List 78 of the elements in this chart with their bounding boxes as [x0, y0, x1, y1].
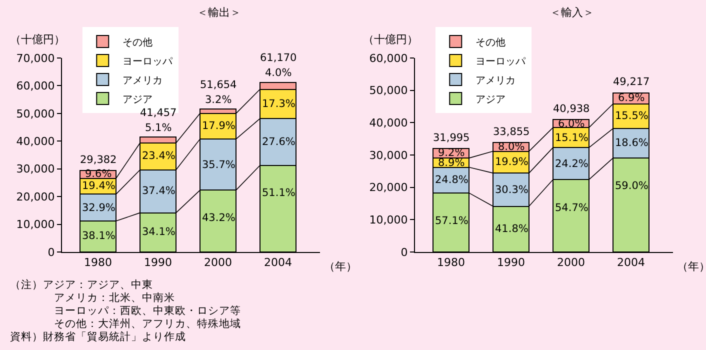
annotation: 19.9% [495, 156, 528, 168]
annotation: 23.4% [142, 150, 176, 162]
text: アメリカ：北米、中南米 [53, 292, 176, 305]
annotation: 30.3% [495, 184, 528, 196]
y-axis-title: （十億円） [10, 33, 65, 46]
y-axis-title: （十億円） [363, 33, 418, 46]
y-tick-label: 60,000 [16, 80, 55, 93]
annotation: 32.9% [82, 202, 116, 214]
total-label: 41,457 [140, 107, 177, 119]
y-tick-label: 0 [400, 246, 408, 259]
annotation: 24.8% [435, 174, 468, 186]
annotation: 18.6% [615, 137, 648, 149]
annotation: 59.0% [615, 180, 648, 192]
annotation: 57.1% [435, 215, 468, 227]
chart-title: ＜輸入＞ [550, 6, 594, 20]
y-tick-label: 70,000 [16, 52, 55, 65]
x-tick-label: 2004 [264, 256, 292, 270]
annotation: 24.2% [555, 158, 588, 170]
total-label: 29,382 [80, 154, 117, 166]
x-tick-label: 1980 [437, 256, 465, 270]
annotation: 15.1% [555, 132, 588, 144]
text: その他：大洋州、アフリカ、特殊地域 [53, 318, 241, 331]
y-tick-label: 50,000 [16, 107, 55, 120]
annotation: 43.2% [202, 212, 236, 224]
y-tick-label: 20,000 [369, 181, 408, 194]
x-tick-label: 1990 [144, 256, 172, 270]
text: 資料）財務省「貿易統計」より作成 [10, 331, 187, 344]
x-axis-title: （年） [324, 260, 357, 273]
x-tick-label: 2000 [204, 256, 232, 270]
y-tick-label: 40,000 [16, 134, 55, 148]
annotation: 17.3% [262, 98, 296, 110]
total-label: 61,170 [260, 52, 297, 64]
y-tick-label: 30,000 [369, 148, 408, 162]
y-tick-label: 60,000 [369, 52, 408, 65]
annotation: 17.9% [202, 120, 236, 132]
x-tick-label: 2004 [617, 256, 645, 270]
annotation: 41.8% [495, 223, 528, 235]
total-label: 33,855 [493, 126, 530, 138]
y-tick-label: 10,000 [369, 214, 408, 227]
total-label: 40,938 [553, 103, 590, 115]
annotation: 19.4% [82, 180, 116, 192]
legend-label: アメリカ [122, 75, 163, 86]
annotation: 35.7% [202, 159, 236, 171]
annotation: 37.4% [142, 185, 176, 197]
x-tick-label: 2000 [557, 256, 585, 270]
annotation: 5.1% [145, 122, 172, 134]
y-tick-label: 40,000 [369, 116, 408, 130]
legend-label: アメリカ [476, 75, 516, 86]
total-label: 31,995 [433, 132, 470, 144]
legend-label: ヨーロッパ [476, 56, 527, 68]
y-tick-label: 20,000 [16, 190, 55, 204]
legend-label: アジア [122, 94, 153, 106]
annotation: 15.5% [615, 110, 648, 122]
total-label: 49,217 [613, 76, 650, 88]
x-tick-label: 1990 [497, 256, 525, 270]
annotation: 51.1% [262, 187, 296, 199]
legend-label: その他 [122, 36, 153, 48]
annotation: 34.1% [142, 226, 176, 238]
annotation: 6.9% [618, 92, 645, 104]
y-tick-label: 30,000 [16, 162, 55, 176]
legend-label: アジア [476, 94, 506, 106]
annotation: 4.0% [265, 67, 292, 79]
y-tick-label: 10,000 [16, 218, 55, 232]
y-tick-label: 50,000 [369, 84, 408, 98]
text: （注）アジア：アジア、中東 [10, 279, 154, 292]
annotation: 38.1% [82, 230, 116, 242]
annotation: 8.9% [438, 157, 465, 169]
annotation: 54.7% [555, 202, 588, 214]
text: ヨーロッパ：西欧、中東欧・ロシア等 [53, 305, 241, 318]
x-tick-label: 1980 [84, 256, 112, 270]
legend-label: ヨーロッパ [122, 56, 174, 68]
y-tick-label: 0 [48, 246, 55, 259]
annotation: 27.6% [262, 136, 296, 148]
chart-title: ＜輸出＞ [196, 6, 241, 20]
total-label: 51,654 [200, 79, 238, 91]
x-axis-title: （年） [677, 260, 706, 273]
annotation: 3.2% [205, 94, 232, 106]
legend-label: その他 [476, 36, 506, 48]
